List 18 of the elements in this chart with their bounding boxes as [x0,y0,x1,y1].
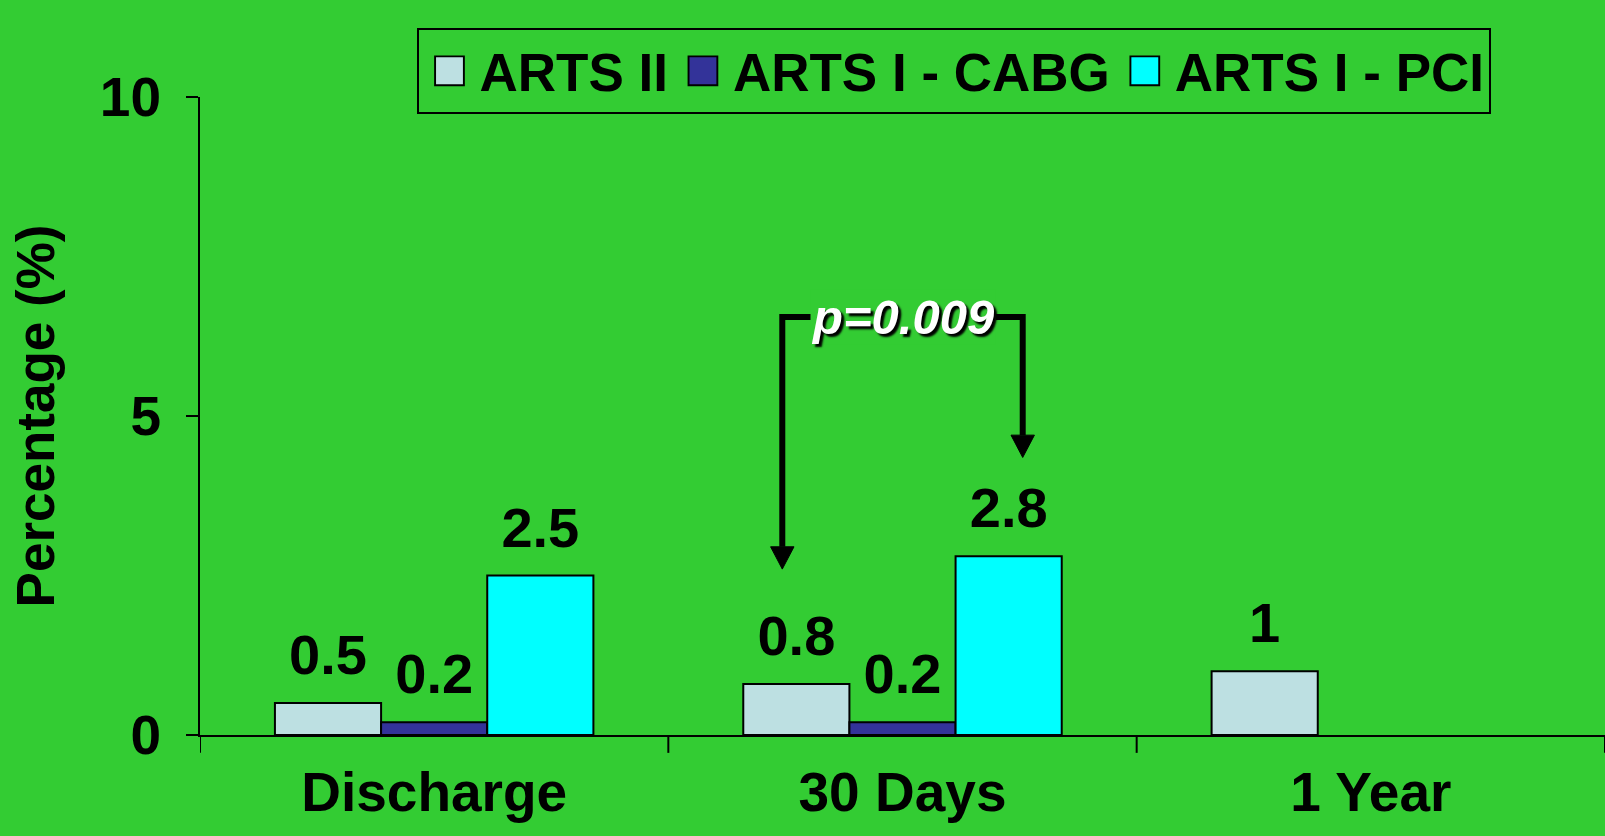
data-label: 0.5 [289,623,367,687]
legend-label: ARTS II [479,43,668,103]
x-tick-label: Discharge [301,761,568,823]
x-tick-label: 1 Year [1290,761,1452,823]
data-label: 0.8 [757,603,836,667]
data-label: 2.5 [501,495,580,559]
y-axis-title: Percentage (%) [6,224,66,608]
data-label: 2.8 [969,476,1048,540]
data-label: 0.2 [395,642,474,706]
y-tick-label: 5 [130,385,161,448]
annotation: p=0.009 [811,290,995,344]
data-label: 0.2 [863,642,942,706]
x-tick-label: 30 Days [798,761,1007,823]
y-tick-label: 10 [99,66,161,129]
legend-label: ARTS I - PCI [1174,43,1484,103]
data-label: 1 [1249,591,1281,655]
y-tick-label: 0 [130,704,161,767]
legend-label: ARTS I - CABG [732,43,1110,103]
